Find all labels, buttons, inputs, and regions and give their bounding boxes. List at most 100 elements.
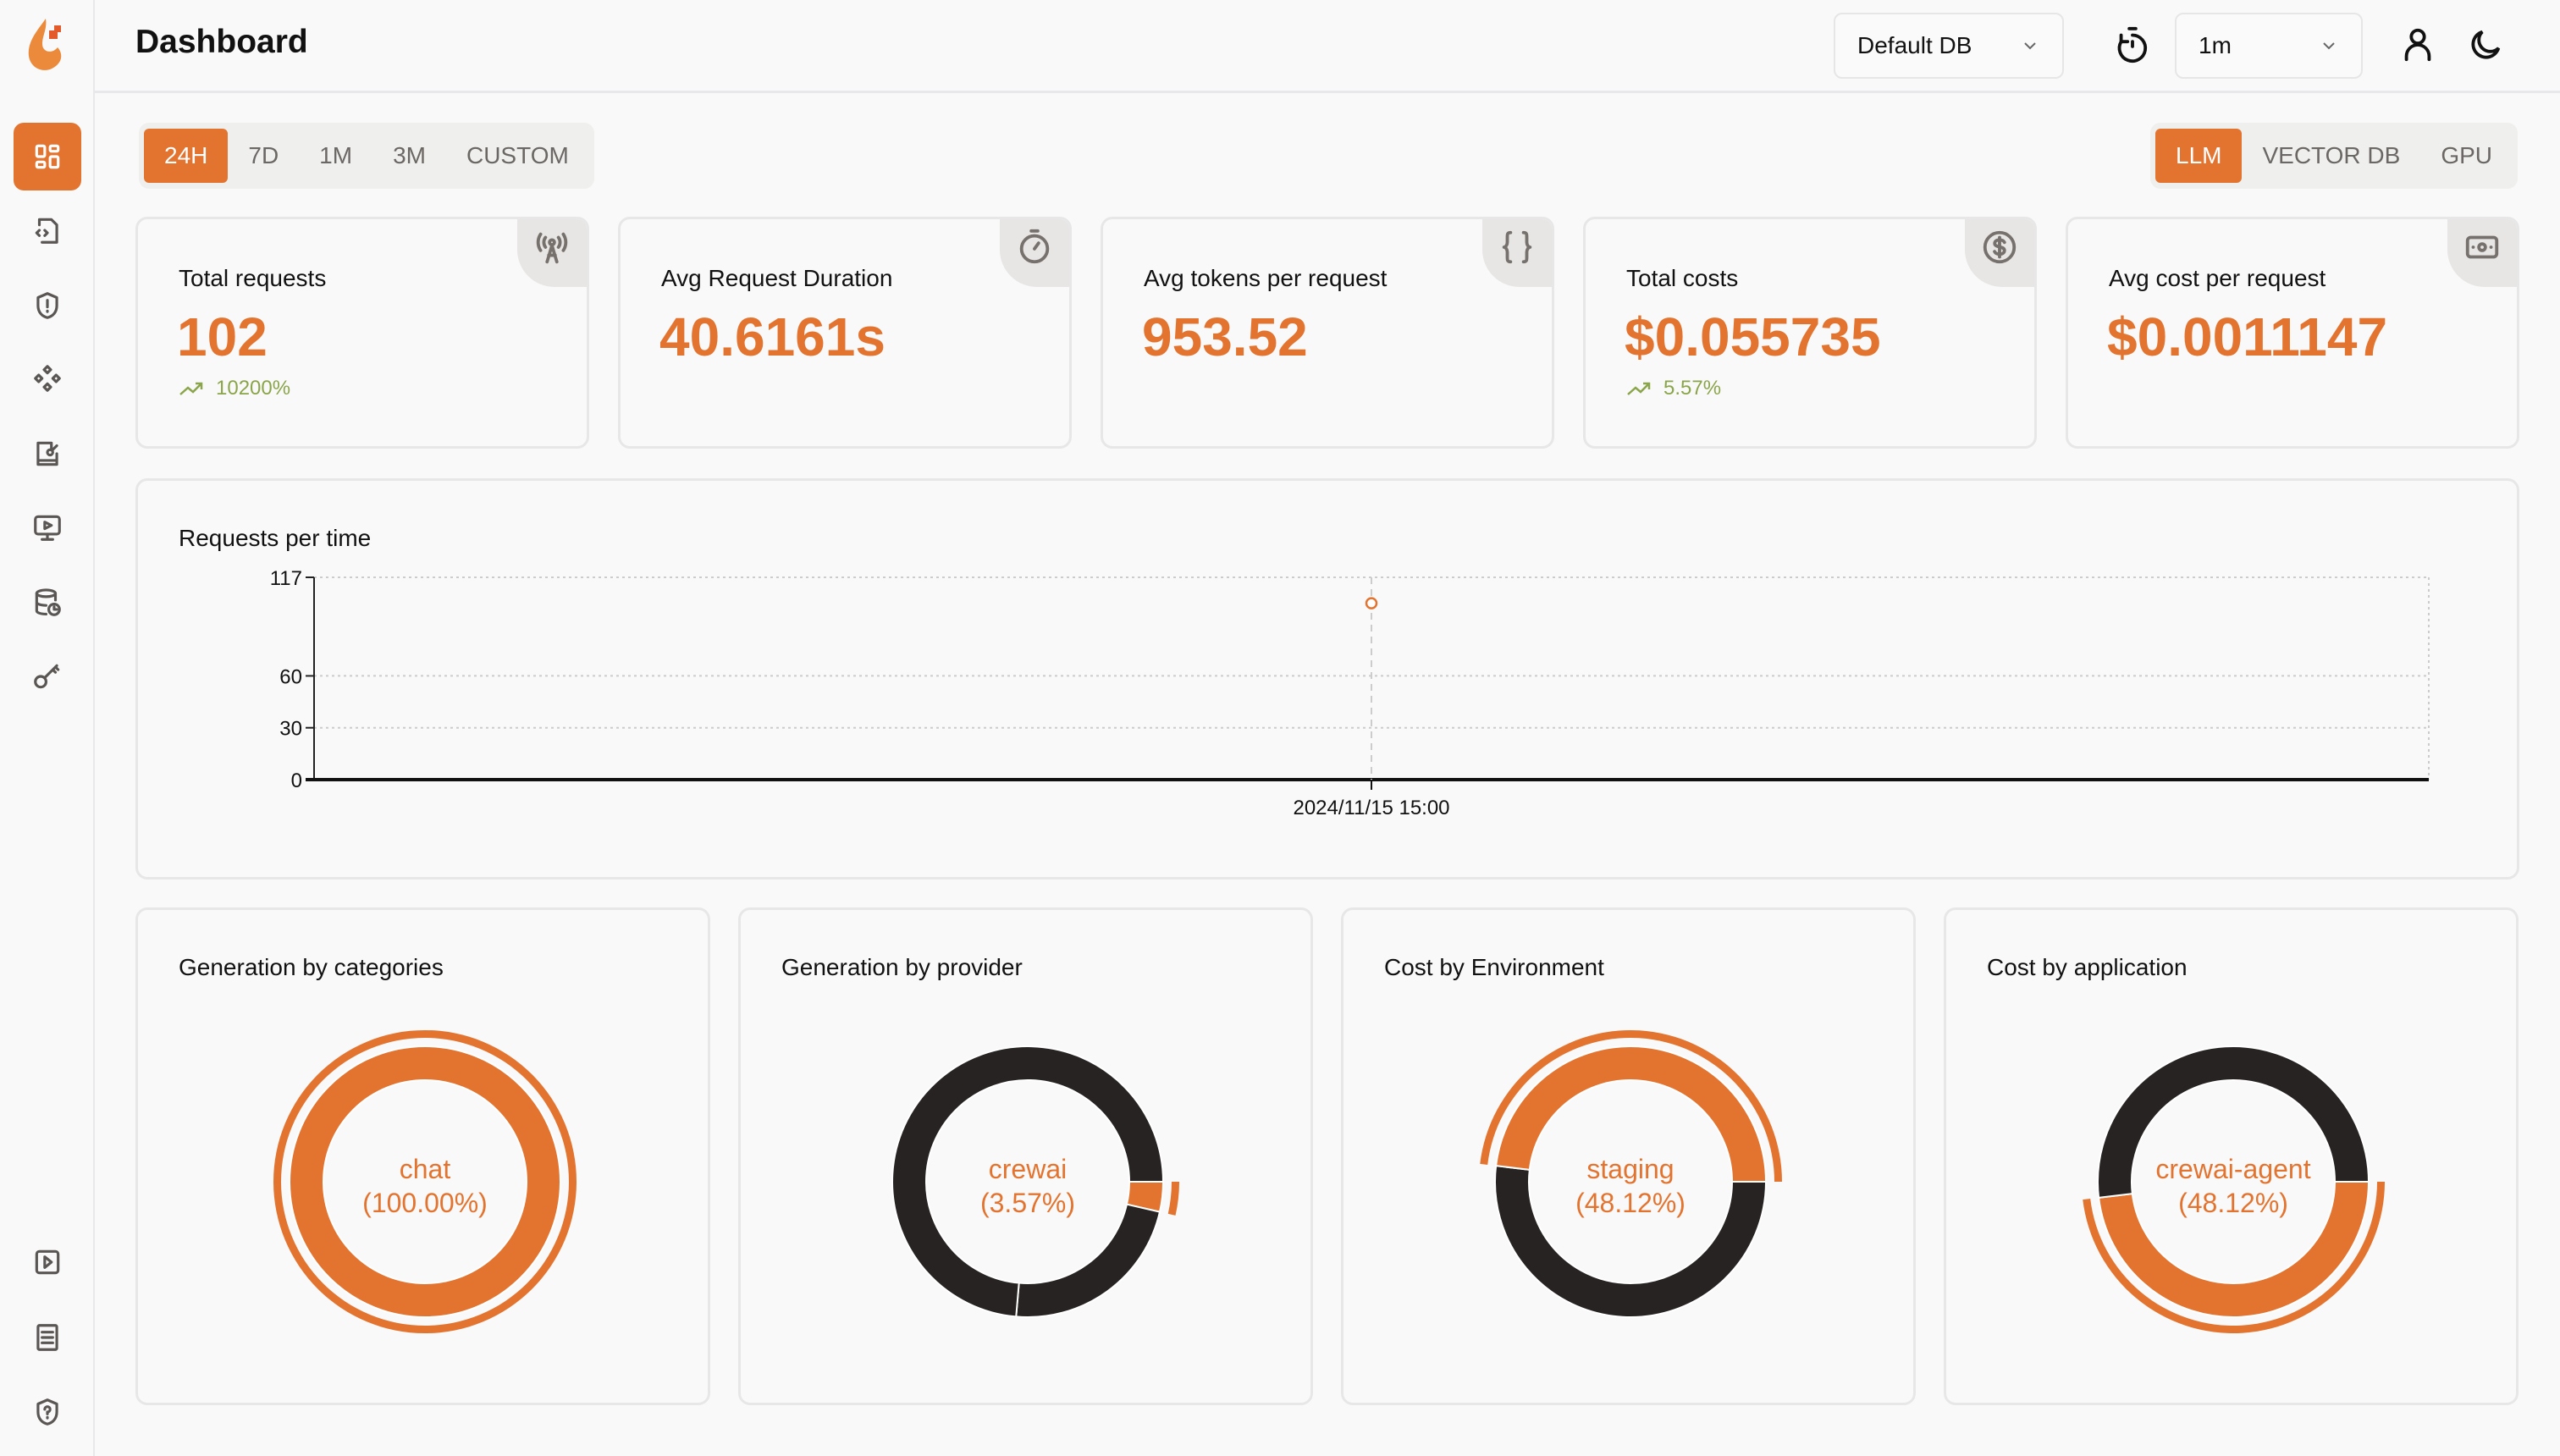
refresh-interval-select[interactable]: 1m: [2175, 13, 2363, 79]
chevron-down-icon: [2024, 42, 2036, 50]
requests-chart-card: Requests per time 0 30 60 117 2024/11/15 15:…: [135, 478, 2519, 880]
tab-1m[interactable]: 1M: [319, 142, 353, 168]
donut-chart: staging (48.12%): [1480, 1030, 1782, 1318]
db-select[interactable]: Default DB: [1834, 13, 2064, 79]
stat-card: Avg Request Duration 40.6161s: [618, 217, 1072, 449]
data-point: [1365, 597, 1378, 609]
moon-icon[interactable]: [2466, 25, 2505, 64]
donut-center-name: staging: [1586, 1154, 1674, 1184]
sidebar-item-components[interactable]: [14, 345, 81, 412]
tab-llm[interactable]: LLM: [2155, 129, 2243, 183]
stat-label: Avg tokens per request: [1144, 265, 1388, 291]
stat-card: Total requests 102 10200%: [135, 217, 589, 449]
donut-title: Cost by Environment: [1384, 954, 1604, 980]
banknote-icon: [2465, 235, 2499, 259]
y-tick-label: 30: [279, 718, 302, 741]
key-icon: [34, 664, 60, 689]
stat-value: 40.6161s: [659, 306, 886, 367]
trending-up-icon: [1627, 382, 1651, 395]
stat-card: Total costs $0.055735 5.57%: [1583, 217, 2037, 449]
stat-badge: [1000, 219, 1069, 287]
time-range-tabs: 24H 7D 1M 3M CUSTOM: [139, 123, 594, 189]
donut-center-label: (48.12%): [2178, 1188, 2288, 1218]
tab-custom[interactable]: CUSTOM: [466, 142, 569, 168]
timer-icon: [1019, 229, 1050, 264]
stat-change-value: 5.57%: [1663, 377, 1722, 400]
donut-center-name: crewai-agent: [2155, 1154, 2310, 1184]
donut-chart: crewai (3.57%): [891, 1045, 1179, 1318]
sidebar-item-dashboard[interactable]: [14, 123, 81, 190]
stat-change-value: 10200%: [216, 377, 291, 400]
x-tick-label: 2024/11/15 15:00: [1293, 797, 1449, 819]
donut-center-name: crewai: [989, 1154, 1067, 1184]
donut-card: Generation by categories chat (100.00%): [135, 907, 710, 1405]
stat-badge: [1965, 219, 2034, 287]
sidebar-item-shield-question[interactable]: [14, 1378, 81, 1446]
stat-value: $0.055735: [1625, 306, 1881, 367]
stat-label: Total costs: [1626, 265, 1739, 291]
logo-icon[interactable]: [24, 17, 71, 74]
components-icon: [34, 365, 61, 392]
sidebar-item-database-history[interactable]: [14, 569, 81, 637]
page-title: Dashboard: [135, 24, 308, 60]
braces-icon: [1502, 230, 1532, 264]
tab-24h[interactable]: 24H: [144, 129, 229, 183]
donut-slice-chat[interactable]: [288, 1045, 561, 1318]
donut-center-label: (3.57%): [980, 1188, 1075, 1218]
docs-icon: [36, 1324, 58, 1351]
donut-slice[interactable]: [1494, 1165, 1768, 1318]
donut-slice-staging[interactable]: [1495, 1045, 1768, 1183]
sidebar-item-file-code[interactable]: [14, 196, 81, 264]
donut-slice[interactable]: [2097, 1045, 2370, 1199]
sidebar-item-shield-alert[interactable]: [14, 272, 81, 339]
antenna-icon: [536, 232, 568, 264]
donut-chart: crewai-agent (48.12%): [2083, 1045, 2385, 1333]
stat-change: 10200%: [179, 377, 290, 400]
stat-value: 102: [177, 306, 268, 367]
user-icon[interactable]: [2398, 25, 2437, 64]
stat-value: $0.0011147: [2107, 306, 2388, 367]
tab-7d[interactable]: 7D: [248, 142, 279, 168]
db-select-value: Default DB: [1857, 32, 1972, 58]
donut-center-name: chat: [400, 1154, 451, 1184]
donut-title: Cost by application: [1987, 954, 2188, 980]
sidebar-item-monitor-play[interactable]: [14, 494, 81, 561]
y-tick-label: 60: [279, 665, 302, 688]
donut-slice[interactable]: [891, 1045, 1165, 1318]
donut-slice-crewai-agent[interactable]: [2098, 1181, 2370, 1318]
stat-card: Avg cost per request $0.0011147: [2066, 217, 2519, 449]
book-edit-icon: [36, 441, 58, 466]
shield-question-icon: [36, 1398, 58, 1426]
sidebar-item-docs[interactable]: [14, 1304, 81, 1371]
donut-card: Cost by application crewai-agent (48.12%): [1944, 907, 2519, 1405]
timer-refresh-icon[interactable]: [2113, 25, 2152, 64]
dollar-circle-icon: [1983, 230, 2017, 264]
y-tick-label: 117: [270, 567, 302, 590]
donut-slice[interactable]: [1015, 1203, 1161, 1318]
stat-badge: [2447, 219, 2517, 287]
stat-label: Avg cost per request: [2109, 265, 2326, 291]
donut-card: Cost by Environment staging (48.12%): [1341, 907, 1916, 1405]
stat-label: Total requests: [179, 265, 327, 291]
tab-gpu[interactable]: GPU: [2441, 142, 2493, 168]
stat-label: Avg Request Duration: [661, 265, 893, 291]
requests-line-chart: 0 30 60 117 2024/11/15 15:00: [270, 567, 2430, 819]
tab-3m[interactable]: 3M: [393, 142, 426, 168]
sidebar-item-book-edit[interactable]: [14, 420, 81, 488]
donut-title: Generation by categories: [179, 954, 444, 980]
chevron-down-icon: [2323, 42, 2335, 50]
file-code-icon: [35, 218, 58, 244]
stat-badge: [517, 219, 587, 287]
monitor-play-icon: [34, 515, 61, 541]
header: [95, 0, 2560, 93]
tab-vector-db[interactable]: VECTOR DB: [2262, 142, 2401, 168]
sidebar-item-key[interactable]: [14, 643, 81, 710]
refresh-interval-value: 1m: [2199, 32, 2232, 58]
sidebar: [0, 0, 95, 1456]
database-history-icon: [35, 588, 61, 616]
donut-title: Generation by provider: [781, 954, 1023, 980]
stat-badge: [1482, 219, 1552, 287]
sidebar-item-play-square[interactable]: [14, 1228, 81, 1296]
shield-alert-icon: [36, 292, 58, 319]
stat-card: Avg tokens per request 953.52: [1101, 217, 1554, 449]
